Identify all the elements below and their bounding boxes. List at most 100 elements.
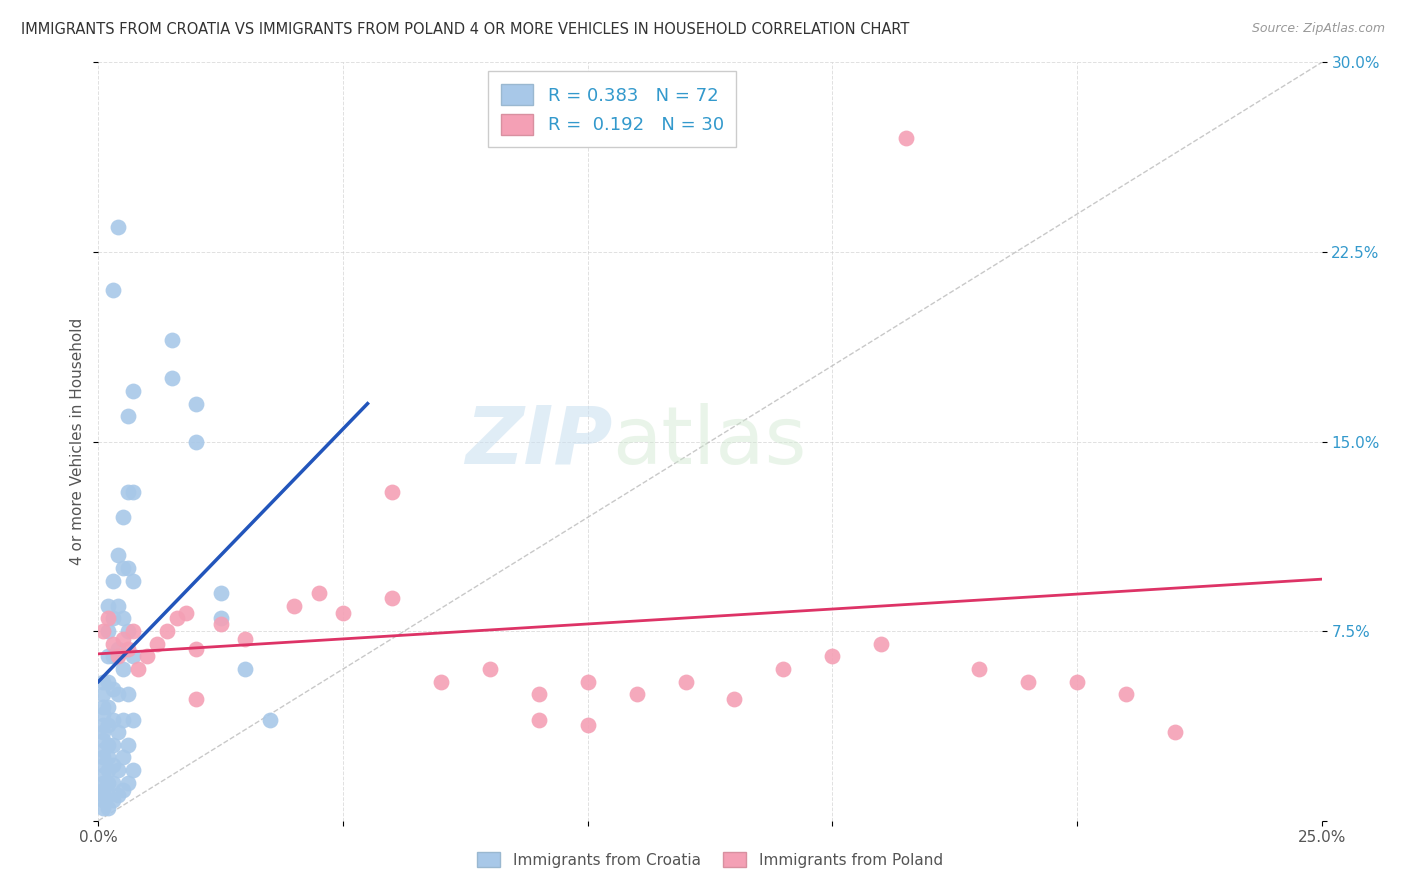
Point: [91, 783, 114, 797]
Point: [111, 632, 134, 646]
Point: [107, 548, 129, 563]
Point: [121, 649, 143, 664]
Point: [821, 649, 844, 664]
Point: [121, 763, 143, 777]
Point: [160, 334, 183, 348]
Point: [101, 738, 124, 752]
Point: [97, 674, 120, 689]
Point: [527, 713, 550, 727]
Point: [97, 649, 120, 664]
Point: [772, 662, 794, 676]
Point: [91, 725, 114, 739]
Point: [121, 485, 143, 500]
Point: [117, 738, 139, 752]
Point: [117, 485, 139, 500]
Point: [176, 607, 198, 621]
Text: IMMIGRANTS FROM CROATIA VS IMMIGRANTS FROM POLAND 4 OR MORE VEHICLES IN HOUSEHOL: IMMIGRANTS FROM CROATIA VS IMMIGRANTS FR…: [21, 22, 910, 37]
Point: [107, 219, 129, 234]
Point: [209, 586, 232, 600]
Point: [97, 717, 120, 731]
Point: [101, 713, 124, 727]
Point: [111, 510, 134, 524]
Point: [91, 758, 114, 772]
Point: [209, 611, 232, 625]
Point: [146, 637, 169, 651]
Y-axis label: 4 or more Vehicles in Household: 4 or more Vehicles in Household: [70, 318, 86, 566]
Point: [107, 725, 129, 739]
Point: [156, 624, 179, 639]
Point: [107, 599, 129, 613]
Point: [527, 687, 550, 701]
Point: [381, 591, 404, 606]
Point: [91, 768, 114, 782]
Point: [1066, 674, 1088, 689]
Point: [107, 641, 129, 656]
Point: [111, 750, 134, 764]
Point: [186, 434, 208, 449]
Point: [576, 674, 599, 689]
Point: [675, 674, 697, 689]
Point: [97, 599, 120, 613]
Point: [111, 713, 134, 727]
Point: [186, 641, 208, 656]
Point: [107, 763, 129, 777]
Point: [97, 750, 120, 764]
Point: [121, 574, 143, 588]
Legend: Immigrants from Croatia, Immigrants from Poland: Immigrants from Croatia, Immigrants from…: [471, 846, 949, 873]
Point: [723, 692, 745, 706]
Point: [91, 674, 114, 689]
Point: [121, 713, 143, 727]
Point: [101, 776, 124, 790]
Point: [97, 624, 120, 639]
Point: [121, 384, 143, 398]
Point: [332, 607, 354, 621]
Point: [91, 699, 114, 714]
Point: [107, 687, 129, 701]
Point: [91, 717, 114, 731]
Point: [101, 758, 124, 772]
Point: [111, 662, 134, 676]
Point: [91, 750, 114, 764]
Point: [91, 789, 114, 803]
Point: [101, 283, 124, 297]
Point: [117, 687, 139, 701]
Point: [111, 561, 134, 575]
Point: [91, 801, 114, 815]
Point: [233, 662, 256, 676]
Point: [111, 611, 134, 625]
Point: [101, 637, 124, 651]
Point: [101, 649, 124, 664]
Point: [967, 662, 990, 676]
Text: Source: ZipAtlas.com: Source: ZipAtlas.com: [1251, 22, 1385, 36]
Point: [91, 776, 114, 790]
Point: [166, 611, 188, 625]
Point: [101, 793, 124, 807]
Point: [121, 624, 143, 639]
Point: [91, 793, 114, 807]
Point: [91, 624, 114, 639]
Point: [91, 687, 114, 701]
Point: [894, 131, 917, 145]
Point: [259, 713, 281, 727]
Point: [97, 738, 120, 752]
Point: [97, 699, 120, 714]
Point: [186, 396, 208, 410]
Point: [91, 707, 114, 722]
Point: [101, 574, 124, 588]
Point: [117, 641, 139, 656]
Point: [97, 763, 120, 777]
Point: [127, 662, 149, 676]
Point: [233, 632, 256, 646]
Point: [870, 637, 893, 651]
Point: [136, 649, 159, 664]
Text: ZIP: ZIP: [465, 402, 612, 481]
Point: [576, 717, 599, 731]
Point: [381, 485, 404, 500]
Point: [107, 649, 129, 664]
Point: [283, 599, 305, 613]
Point: [97, 776, 120, 790]
Point: [430, 674, 453, 689]
Point: [111, 783, 134, 797]
Text: atlas: atlas: [612, 402, 807, 481]
Point: [101, 682, 124, 697]
